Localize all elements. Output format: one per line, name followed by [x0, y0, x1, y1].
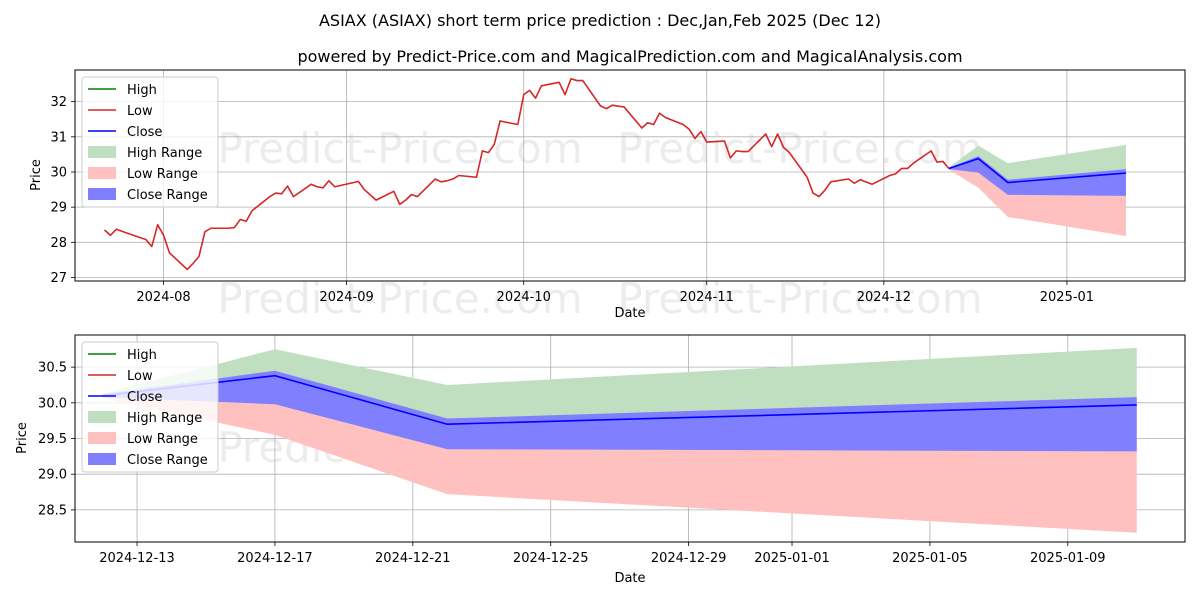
- watermark: Predict-Price.com: [617, 274, 982, 323]
- y-tick-label: 31: [50, 130, 67, 145]
- y-tick-label: 29: [50, 201, 67, 216]
- x-tick-label: 2024-12-13: [99, 551, 175, 566]
- bottom-panel: Predict-Price.com Predict-Price.com 2024…: [15, 334, 1186, 586]
- x-tick-label: 2024-09: [319, 290, 373, 305]
- legend-swatch-close-range: [88, 188, 116, 200]
- x-tick-label: 2025-01-01: [754, 551, 830, 566]
- y-tick-label: 28.5: [38, 503, 67, 518]
- legend-label-close: Close: [127, 125, 162, 140]
- x-tick-label: 2024-12-25: [513, 551, 589, 566]
- legend-label-close-range: Close Range: [127, 453, 208, 468]
- bottom-x-axis-label: Date: [614, 571, 645, 586]
- y-tick-label: 27: [50, 271, 67, 286]
- watermark: Predict-Price.com: [217, 124, 582, 173]
- watermark: Predict-Price.com: [217, 274, 582, 323]
- chart-title: ASIAX (ASIAX) short term price predictio…: [319, 11, 881, 30]
- legend-label-close: Close: [127, 390, 162, 405]
- x-tick-label: 2025-01-05: [892, 551, 968, 566]
- legend-label-high: High: [127, 348, 157, 363]
- bottom-y-ticks: 28.5 29.0 29.5 30.0 30.5: [38, 361, 75, 518]
- bottom-y-axis-label: Price: [15, 422, 30, 454]
- close-forecast-line: [948, 157, 1127, 184]
- y-tick-label: 29.5: [38, 432, 67, 447]
- bottom-ranges: [102, 347, 1137, 533]
- top-lines: [103, 77, 1127, 271]
- top-x-ticks: 2024-08 2024-09 2024-10 2024-11 2024-12 2025-…: [136, 281, 1094, 305]
- top-y-ticks: 27 28 29 30 31 32: [50, 95, 75, 286]
- legend-label-low: Low: [127, 104, 153, 119]
- top-y-axis-label: Price: [29, 159, 44, 191]
- legend-label-low-range: Low Range: [127, 432, 198, 447]
- x-tick-label: 2024-12-29: [651, 551, 727, 566]
- low-price-line: [103, 77, 950, 271]
- legend-label-close-range: Close Range: [127, 188, 208, 203]
- top-watermarks: Predict-Price.com Predict-Price.com Pred…: [217, 124, 982, 323]
- x-tick-label: 2024-12-21: [375, 551, 451, 566]
- x-tick-label: 2024-12-17: [237, 551, 313, 566]
- chart-subtitle: powered by Predict-Price.com and Magical…: [297, 47, 962, 66]
- x-tick-label: 2025-01: [1040, 290, 1094, 305]
- x-tick-label: 2024-11: [680, 290, 734, 305]
- legend-swatch-low-range: [88, 432, 116, 444]
- legend-label-high: High: [127, 83, 157, 98]
- legend-swatch-high-range: [88, 411, 116, 423]
- legend-swatch-low-range: [88, 167, 116, 179]
- y-tick-label: 28: [50, 236, 67, 251]
- y-tick-label: 32: [50, 95, 67, 110]
- top-ranges: [948, 144, 1126, 236]
- watermark: Predict-Price.com: [617, 124, 982, 173]
- bottom-legend: High Low Close High Range Low Range Clos…: [81, 341, 219, 473]
- top-legend: High Low Close High Range Low Range Clos…: [81, 76, 219, 208]
- bottom-x-ticks: 2024-12-13 2024-12-17 2024-12-21 2024-12-25…: [99, 542, 1106, 566]
- top-x-axis-label: Date: [614, 306, 645, 321]
- legend-swatch-high-range: [88, 146, 116, 158]
- legend-swatch-close-range: [88, 453, 116, 465]
- y-tick-label: 30: [50, 165, 67, 180]
- y-tick-label: 29.0: [38, 468, 67, 483]
- y-tick-label: 30.0: [38, 396, 67, 411]
- top-panel: Predict-Price.com Predict-Price.com Pred…: [29, 69, 1186, 323]
- close-range-area: [102, 370, 1137, 452]
- x-tick-label: 2024-08: [136, 290, 190, 305]
- x-tick-label: 2024-12: [857, 290, 911, 305]
- legend-label-low-range: Low Range: [127, 167, 198, 182]
- legend-label-high-range: High Range: [127, 146, 202, 161]
- top-plot-frame: [74, 69, 1186, 282]
- close-range-area: [948, 156, 1126, 196]
- legend-label-high-range: High Range: [127, 411, 202, 426]
- legend-label-low: Low: [127, 369, 153, 384]
- y-tick-label: 30.5: [38, 361, 67, 376]
- x-tick-label: 2024-10: [497, 290, 551, 305]
- x-tick-label: 2025-01-09: [1030, 551, 1106, 566]
